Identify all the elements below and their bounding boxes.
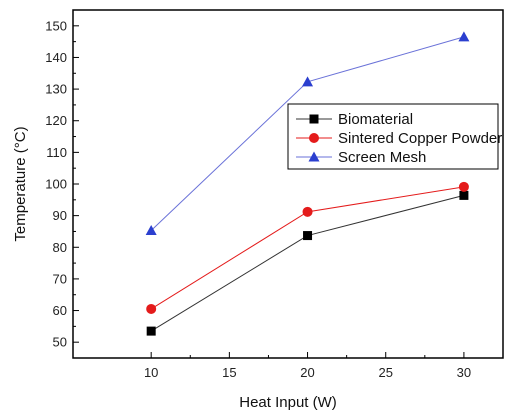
legend-item-sintered-copper-powder: Sintered Copper Powder — [296, 130, 502, 147]
data-point-sintered-copper-powder — [302, 206, 313, 217]
x-axis-ticks: 10 15 20 25 30 — [144, 352, 471, 380]
legend-box — [287, 103, 499, 170]
y-tick-label: 140 — [45, 50, 67, 65]
series-layer — [145, 31, 470, 336]
x-tick-label: 10 — [144, 365, 158, 380]
legend-marker — [308, 151, 320, 162]
data-point-biomaterial — [146, 326, 156, 336]
legend-item-biomaterial: Biomaterial — [296, 111, 413, 128]
data-point-sintered-copper-powder — [146, 303, 157, 314]
legend-item-screen-mesh: Screen Mesh — [296, 149, 426, 166]
y-tick-label: 130 — [45, 82, 67, 97]
data-point-screen-mesh — [302, 76, 314, 87]
legend: Biomaterial Sintered Copper Powder Screen … — [287, 103, 502, 170]
data-point-biomaterial — [303, 231, 313, 241]
series-biomaterial — [146, 190, 469, 336]
legend-marker — [309, 133, 319, 143]
legend-label: Sintered Copper Powder — [338, 130, 502, 147]
x-tick-label: 25 — [378, 365, 392, 380]
series-sintered-copper-powder — [146, 181, 469, 314]
y-tick-label: 120 — [45, 113, 67, 128]
x-axis-title: Heat Input (W) — [239, 394, 337, 411]
y-tick-label: 90 — [53, 208, 67, 223]
data-point-screen-mesh — [145, 225, 157, 236]
plot-frame — [72, 9, 504, 359]
data-point-sintered-copper-powder — [458, 181, 469, 192]
y-tick-label: 100 — [45, 177, 67, 192]
y-tick-label: 60 — [53, 303, 67, 318]
y-tick-label: 150 — [45, 18, 67, 33]
data-point-biomaterial — [459, 190, 469, 200]
y-tick-label: 80 — [53, 240, 67, 255]
y-tick-label: 50 — [53, 335, 67, 350]
legend-label: Biomaterial — [338, 111, 413, 128]
data-point-screen-mesh — [458, 31, 470, 42]
series-screen-mesh — [145, 31, 470, 236]
y-tick-label: 70 — [53, 271, 67, 286]
series-line-sintered-copper-powder — [150, 186, 464, 310]
legend-label: Screen Mesh — [338, 149, 426, 166]
x-tick-label: 30 — [457, 365, 471, 380]
x-tick-label: 20 — [300, 365, 314, 380]
y-axis-title: Temperature (°C) — [12, 126, 29, 241]
y-tick-label: 110 — [46, 145, 67, 160]
x-tick-label: 15 — [222, 365, 236, 380]
legend-marker — [309, 114, 319, 124]
y-axis-ticks: 50 60 70 80 90 100 110 120 130 140 150 — [45, 18, 79, 350]
